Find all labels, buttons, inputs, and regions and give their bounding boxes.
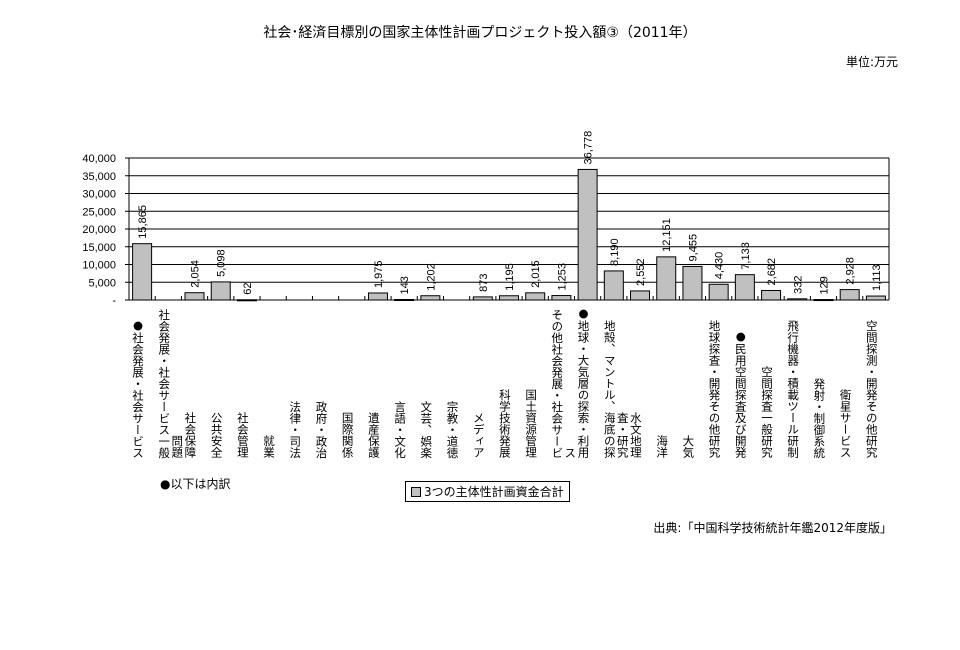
bar (734, 274, 755, 301)
data-label: 5,098 (216, 249, 228, 277)
x-tick-label: 国際関係 (340, 412, 355, 458)
data-label: 2,552 (635, 258, 647, 286)
data-label: 332 (792, 275, 804, 293)
x-tick-label: 飛行機器・積載ツール研制 (786, 320, 801, 458)
bar (472, 296, 493, 301)
data-label: 873 (478, 274, 490, 292)
y-tick-label: 40,000 (82, 153, 116, 165)
x-tick-label: 発射・制御系統 (812, 377, 827, 459)
legend-swatch (411, 486, 421, 497)
chart-title: 社会･経済目標別の国家主体性計画プロジェクト投入額③（2011年） (263, 25, 697, 41)
x-tick-label: ●地球・大気層の探索・利用 (576, 306, 591, 458)
bar (865, 295, 886, 301)
x-tick-label: 社会管理 (235, 412, 250, 458)
x-tick-label: 海洋 (655, 435, 670, 458)
x-tick-label: 衛星サービス (838, 389, 853, 458)
y-tick-label: 20,000 (82, 224, 116, 236)
bar (551, 295, 572, 301)
data-label: 1,202 (425, 263, 437, 291)
x-tick-label: 言語・文化 (393, 400, 408, 459)
data-label: 1,113 (871, 264, 883, 291)
x-tick-label: 就業 (262, 435, 277, 458)
data-label: 1,195 (504, 263, 516, 291)
bar (761, 289, 782, 301)
legend: 3つの主体性計画資金合計 (405, 481, 570, 502)
x-tick-label: ●民用空間探査及び開発 (733, 329, 748, 458)
bar (236, 299, 257, 302)
bar (210, 281, 231, 301)
y-tick-label: 10,000 (82, 260, 116, 272)
x-tick-label: 社会発展・社会サービス一般問題 (157, 308, 185, 459)
legend-label: 3つの主体性計画資金合計 (424, 485, 564, 499)
bar (603, 270, 624, 301)
data-label: 1,975 (373, 260, 385, 288)
y-tick-label: - (112, 295, 116, 307)
y-tick-label: 30,000 (82, 189, 116, 201)
bar (656, 256, 677, 301)
breakdown-note: ●以下は内訳 (160, 477, 231, 491)
x-tick-label: 文芸、娯楽 (419, 400, 434, 459)
x-tick-label: 政府・政治 (314, 400, 329, 459)
x-tick-label: 国土資源管理 (524, 389, 539, 458)
data-label: 129 (818, 276, 830, 294)
bar (787, 298, 808, 301)
bar (367, 292, 388, 301)
bar (420, 295, 441, 301)
x-tick-label: 地球探査・開発その他研究 (707, 320, 722, 458)
x-tick-label: メディア (471, 412, 486, 458)
source-note: 出典:「中国科学技術統計年鑑2012年度版」 (653, 521, 892, 535)
data-label: 12,151 (661, 218, 673, 252)
data-label: 7,133 (740, 242, 752, 270)
x-tick-label: ●社会発展・社会サービス (131, 317, 145, 459)
x-tick-label: 宗教・道徳 (445, 400, 460, 459)
data-label: 2,682 (766, 258, 778, 286)
bar (708, 283, 729, 301)
x-tick-label: 水文地理 (628, 412, 643, 458)
x-tick-label: 空間探測・開発その他研究 (864, 320, 879, 458)
x-tick-label: 法律・司法 (288, 400, 303, 459)
y-tick-label: 35,000 (82, 171, 116, 183)
bar (630, 290, 651, 301)
bar (184, 292, 205, 301)
data-label: 4,430 (714, 252, 726, 280)
x-tick-label: 地殻、マントル、海底の探査・研究 (602, 320, 630, 458)
x-tick-label: 社会保障 (183, 412, 198, 458)
x-tick-label: 大気 (681, 435, 696, 458)
data-label: 1,253 (556, 263, 568, 291)
x-tick-label: その他社会発展・社会サービス (550, 308, 578, 459)
data-label: 15,865 (137, 205, 149, 239)
y-tick-label: 25,000 (82, 206, 116, 218)
unit-label: 単位:万元 (845, 55, 898, 69)
bar (813, 299, 834, 302)
data-label: 2,054 (190, 260, 202, 288)
bar (839, 289, 860, 301)
data-label: 62 (242, 283, 254, 295)
data-label: 143 (399, 276, 411, 294)
bar (499, 295, 519, 301)
y-tick-label: 5,000 (88, 277, 116, 289)
x-tick-label: 遺産保護 (366, 412, 381, 458)
data-label: 9,455 (687, 234, 699, 262)
bar (577, 168, 598, 301)
bar (132, 243, 153, 301)
bar (682, 265, 703, 301)
x-tick-label: 科学技術発展 (497, 389, 512, 458)
x-tick-label: 公共安全 (209, 412, 224, 458)
bar (394, 298, 415, 301)
y-tick-label: 15,000 (82, 242, 116, 254)
data-label: 2,015 (530, 260, 542, 288)
data-label: 8,190 (609, 238, 621, 266)
bar (525, 292, 546, 301)
data-label: 2,928 (845, 257, 857, 285)
data-label: 36,778 (583, 131, 595, 165)
x-tick-label: 空間探査一般研究 (759, 366, 774, 458)
